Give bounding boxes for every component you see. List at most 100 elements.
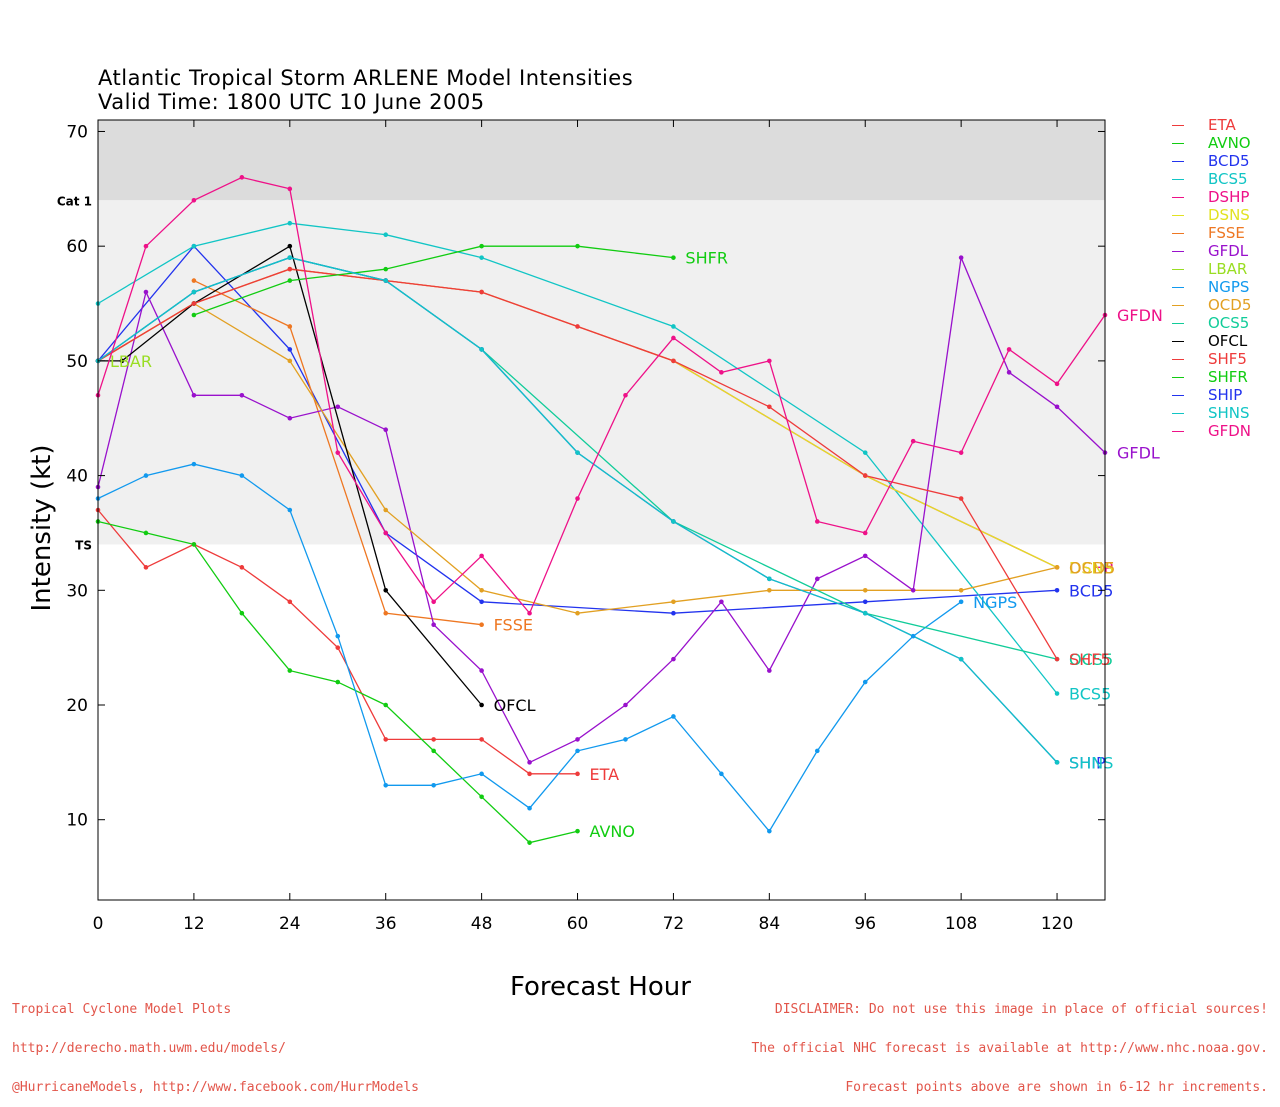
data-point-eta — [383, 737, 389, 742]
data-point-gfdl — [143, 289, 149, 295]
band-label: Cat 1 — [57, 194, 92, 208]
data-point-fsse — [191, 278, 197, 283]
x-tick-label: 36 — [375, 914, 397, 934]
data-point-bcd5 — [479, 599, 484, 605]
legend-label: SHF5 — [1208, 350, 1247, 368]
data-point-ocd5 — [575, 610, 580, 616]
data-point-ocd5 — [479, 587, 484, 593]
legend-label: DSHP — [1208, 188, 1250, 206]
data-point-gfdn — [527, 610, 532, 616]
y-tick-label: 10 — [66, 811, 88, 831]
legend-swatch — [1172, 142, 1184, 144]
x-tick-label: 108 — [945, 914, 977, 934]
data-point-eta — [431, 737, 436, 742]
data-point-ngps — [862, 679, 868, 685]
series-line-eta — [97, 509, 578, 775]
data-point-avno — [527, 840, 532, 845]
data-point-gfdl — [910, 587, 916, 593]
data-point-bcs5 — [191, 243, 197, 249]
data-point-ngps — [719, 771, 724, 777]
data-point-gfdn — [862, 530, 868, 536]
data-point-bcs5 — [383, 232, 389, 238]
y-tick-label: 40 — [66, 467, 88, 487]
chart-title: Atlantic Tropical Storm ARLENE Model Int… — [98, 66, 634, 90]
series-line-fsse — [193, 280, 482, 626]
legend-swatch — [1172, 196, 1184, 198]
data-point-ngps — [383, 782, 389, 788]
data-point-eta — [527, 771, 532, 777]
series-end-label-lbar: LBAR — [110, 352, 152, 371]
x-tick-label: 24 — [279, 914, 301, 934]
footer-credits-line: Tropical Cyclone Model Plots — [12, 1002, 232, 1017]
legend-swatch — [1172, 232, 1184, 234]
legend-label: FSSE — [1208, 224, 1245, 242]
legend-item-avno: AVNO — [1172, 134, 1251, 152]
legend-label: LBAR — [1208, 260, 1248, 278]
data-point-ngps — [287, 507, 293, 513]
legend-swatch — [1172, 250, 1184, 252]
data-point-gfdn — [191, 197, 197, 203]
series-line-shfr — [193, 245, 674, 316]
data-point-gfdl — [383, 427, 389, 433]
data-point-gfdn — [1006, 347, 1012, 352]
data-point-avno — [479, 794, 484, 800]
data-point-gfdn — [335, 450, 341, 455]
data-point-gfdn — [767, 358, 772, 364]
data-point-gfdl — [527, 760, 532, 765]
legend-label: OCS5 — [1208, 314, 1250, 332]
legend-label: GFDL — [1208, 242, 1249, 260]
footer-disclaimer-line: Forecast points above are shown in 6-12 … — [845, 1080, 1268, 1095]
data-point-gfdl — [335, 404, 341, 410]
legend-swatch — [1172, 412, 1184, 414]
footer-credits-line[interactable]: http://derecho.math.uwm.edu/models/ — [12, 1041, 286, 1056]
legend-item-bcd5: BCD5 — [1172, 152, 1251, 170]
x-tick-label: 12 — [183, 914, 205, 934]
legend: ETA AVNO BCD5 BCS5 DSHP DSNS FSSE GFDL LBAR NGPS O… — [1172, 116, 1251, 440]
legend-label: OCD5 — [1208, 296, 1252, 314]
legend-swatch — [1172, 358, 1184, 360]
legend-item-fsse: FSSE — [1172, 224, 1251, 242]
data-point-shf5 — [767, 404, 772, 410]
x-axis-label: Forecast Hour — [510, 972, 691, 1002]
data-point-gfdn — [143, 243, 149, 249]
series-end-label-ocd5: OCD5 — [1069, 558, 1115, 577]
legend-item-ocd5: OCD5 — [1172, 296, 1251, 314]
footer-disclaimer: DISCLAIMER: Do not use this image in pla… — [751, 977, 1268, 1107]
legend-label: OFCL — [1208, 332, 1248, 350]
band-cat-1 — [98, 120, 1105, 201]
data-point-ocd5 — [862, 587, 868, 593]
data-point-shf5 — [1054, 656, 1060, 662]
legend-label: SHNS — [1208, 404, 1250, 422]
data-point-ngps — [191, 461, 197, 467]
y-tick-label: 60 — [66, 237, 88, 257]
data-point-shfr — [191, 312, 197, 318]
series-end-label-avno: AVNO — [590, 822, 635, 841]
data-point-gfdl — [767, 668, 772, 673]
legend-item-gfdn: GFDN — [1172, 422, 1251, 440]
data-point-bcd5 — [1054, 587, 1060, 593]
data-point-shns — [862, 610, 868, 616]
series-end-label-gfdl: GFDL — [1117, 444, 1160, 463]
data-point-eta — [575, 771, 580, 777]
series-end-label-fsse: FSSE — [494, 616, 533, 635]
data-point-shfr — [287, 278, 293, 283]
series-end-label-eta: ETA — [590, 765, 620, 784]
data-point-shfr — [383, 266, 389, 272]
legend-item-shns: SHNS — [1172, 404, 1251, 422]
data-point-eta — [239, 565, 245, 570]
data-point-bcs5 — [287, 220, 293, 226]
data-point-gfdn — [719, 370, 724, 375]
data-point-ocd5 — [767, 587, 772, 593]
data-point-shns — [575, 450, 580, 455]
footer-credits: Tropical Cyclone Model Plots http://dere… — [12, 977, 419, 1107]
data-point-shns — [287, 255, 293, 260]
data-point-shfr — [575, 243, 580, 249]
footer-credits-line[interactable]: @HurricaneModels, http://www.facebook.co… — [12, 1080, 419, 1095]
legend-item-lbar: LBAR — [1172, 260, 1251, 278]
data-point-eta — [287, 599, 293, 605]
data-point-fsse — [479, 622, 484, 628]
legend-item-dshp: DSHP — [1172, 188, 1251, 206]
footer-disclaimer-line: DISCLAIMER: Do not use this image in pla… — [774, 1002, 1268, 1017]
legend-swatch — [1172, 160, 1184, 162]
data-point-gfdl — [862, 553, 868, 559]
